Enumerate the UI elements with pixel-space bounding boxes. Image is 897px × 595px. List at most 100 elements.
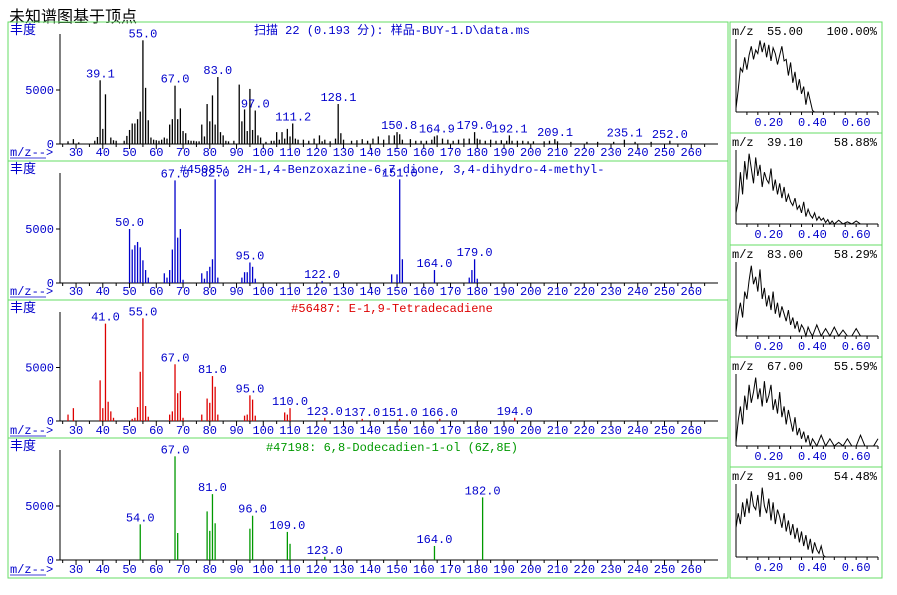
peak-label: 67.0 (161, 443, 190, 457)
ion-percent: 55.59% (834, 360, 878, 374)
peak-label: 67.0 (161, 351, 190, 365)
peak-label: 209.1 (537, 126, 573, 140)
y-tick-label: 0 (47, 554, 54, 568)
x-tick-label: 70 (176, 563, 190, 577)
ion-x-tick-label: 0.20 (754, 450, 783, 464)
x-tick-label: 90 (229, 146, 243, 160)
peak-label: 164.0 (416, 257, 452, 271)
mz-axis-label: m/z--> (10, 285, 53, 299)
peak-label: 39.1 (86, 67, 115, 81)
x-tick-label: 240 (627, 146, 649, 160)
abundance-label: 丰度 (10, 161, 36, 177)
x-tick-label: 170 (440, 146, 462, 160)
x-tick-label: 80 (203, 563, 217, 577)
ion-x-tick-label: 0.20 (754, 340, 783, 354)
peak-label: 182.0 (465, 484, 501, 498)
x-tick-label: 100 (252, 424, 274, 438)
peak-label: 55.0 (129, 305, 158, 319)
y-tick-label: 5000 (25, 84, 54, 98)
peak-label: 110.0 (272, 395, 308, 409)
x-tick-label: 90 (229, 424, 243, 438)
peak-label: 96.0 (238, 503, 267, 517)
x-tick-label: 60 (149, 285, 163, 299)
ion-x-tick-label: 0.20 (754, 116, 783, 130)
x-tick-label: 30 (69, 146, 83, 160)
peak-label: 179.0 (457, 119, 493, 133)
peak-label: 95.0 (236, 249, 265, 263)
x-tick-label: 60 (149, 424, 163, 438)
ion-trace (735, 153, 861, 225)
ion-mz-label: m/z (732, 360, 754, 374)
x-tick-label: 250 (654, 146, 676, 160)
peak-label: 151.0 (382, 166, 418, 180)
ion-percent: 100.00% (827, 25, 878, 39)
x-tick-label: 50 (122, 563, 136, 577)
peak-label: 150.8 (381, 119, 417, 133)
x-tick-label: 150 (386, 146, 408, 160)
peak-label: 164.9 (419, 122, 455, 136)
x-tick-label: 50 (122, 146, 136, 160)
peak-label: 123.0 (307, 544, 343, 558)
peak-label: 128.1 (320, 91, 356, 105)
spectrum-title: 扫描 22 (0.193 分): 样品-BUY-1.D\data.ms (254, 22, 530, 38)
ion-x-tick-label: 0.60 (842, 228, 871, 242)
x-tick-label: 40 (96, 563, 110, 577)
ion-mz-value: 55.00 (767, 25, 803, 39)
x-tick-label: 70 (176, 285, 190, 299)
ion-trace (735, 377, 879, 448)
peak-label: 164.0 (416, 533, 452, 547)
x-tick-label: 130 (333, 424, 355, 438)
x-tick-label: 160 (413, 424, 435, 438)
x-tick-label: 140 (359, 285, 381, 299)
x-tick-label: 260 (680, 146, 702, 160)
x-tick-label: 230 (600, 424, 622, 438)
x-tick-label: 220 (573, 563, 595, 577)
peak-label: 55.0 (129, 27, 158, 41)
x-tick-label: 260 (680, 285, 702, 299)
x-tick-label: 210 (547, 285, 569, 299)
y-tick-label: 5000 (25, 500, 54, 514)
x-tick-label: 60 (149, 146, 163, 160)
ion-profile-frame (729, 466, 883, 579)
x-tick-label: 210 (547, 563, 569, 577)
x-tick-label: 220 (573, 424, 595, 438)
peak-label: 151.0 (382, 406, 418, 420)
ion-mz-label: m/z (732, 470, 754, 484)
x-tick-label: 180 (466, 285, 488, 299)
x-tick-label: 40 (96, 285, 110, 299)
peak-label: 95.0 (236, 382, 265, 396)
x-tick-label: 80 (203, 424, 217, 438)
x-tick-label: 130 (333, 285, 355, 299)
x-tick-label: 110 (279, 146, 301, 160)
x-tick-label: 40 (96, 146, 110, 160)
x-tick-label: 130 (333, 146, 355, 160)
ion-trace (735, 265, 865, 338)
x-tick-label: 240 (627, 563, 649, 577)
ion-trace (735, 40, 817, 113)
x-tick-label: 210 (547, 424, 569, 438)
ion-x-tick-label: 0.60 (842, 450, 871, 464)
x-tick-label: 160 (413, 563, 435, 577)
peak-label: 122.0 (304, 268, 340, 282)
x-tick-label: 200 (520, 424, 542, 438)
x-tick-label: 100 (252, 146, 274, 160)
x-tick-label: 200 (520, 146, 542, 160)
ion-x-tick-label: 0.20 (754, 561, 783, 575)
peak-label: 50.0 (115, 216, 144, 230)
x-tick-label: 170 (440, 424, 462, 438)
ion-mz-value: 67.00 (767, 360, 803, 374)
y-tick-label: 5000 (25, 362, 54, 376)
ion-x-tick-label: 0.60 (842, 116, 871, 130)
x-tick-label: 260 (680, 563, 702, 577)
x-tick-label: 190 (493, 424, 515, 438)
x-tick-label: 100 (252, 285, 274, 299)
x-tick-label: 130 (333, 563, 355, 577)
ion-x-tick-label: 0.40 (798, 450, 827, 464)
x-tick-label: 110 (279, 563, 301, 577)
peak-label: 67.0 (161, 73, 190, 87)
peak-label: 123.0 (307, 405, 343, 419)
y-tick-label: 0 (47, 277, 54, 291)
x-tick-label: 150 (386, 424, 408, 438)
peak-label: 83.0 (203, 64, 232, 78)
x-tick-label: 180 (466, 146, 488, 160)
